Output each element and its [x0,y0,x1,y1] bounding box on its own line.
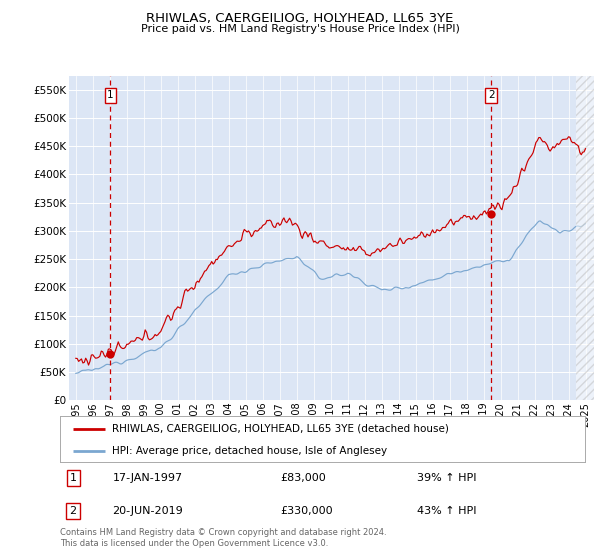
Text: £330,000: £330,000 [281,506,333,516]
Text: HPI: Average price, detached house, Isle of Anglesey: HPI: Average price, detached house, Isle… [113,446,388,456]
Text: 17-JAN-1997: 17-JAN-1997 [113,473,182,483]
Bar [575,76,594,400]
Text: 43% ↑ HPI: 43% ↑ HPI [417,506,476,516]
Text: Contains HM Land Registry data © Crown copyright and database right 2024.
This d: Contains HM Land Registry data © Crown c… [60,528,386,548]
Text: RHIWLAS, CAERGEILIOG, HOLYHEAD, LL65 3YE (detached house): RHIWLAS, CAERGEILIOG, HOLYHEAD, LL65 3YE… [113,424,449,434]
Text: £83,000: £83,000 [281,473,326,483]
Text: 1: 1 [70,473,77,483]
Text: RHIWLAS, CAERGEILIOG, HOLYHEAD, LL65 3YE: RHIWLAS, CAERGEILIOG, HOLYHEAD, LL65 3YE [146,12,454,25]
Text: 2: 2 [70,506,77,516]
Text: 1: 1 [107,90,114,100]
Text: 2: 2 [488,90,494,100]
Text: 39% ↑ HPI: 39% ↑ HPI [417,473,476,483]
Text: 20-JUN-2019: 20-JUN-2019 [113,506,183,516]
Text: Price paid vs. HM Land Registry's House Price Index (HPI): Price paid vs. HM Land Registry's House … [140,24,460,34]
